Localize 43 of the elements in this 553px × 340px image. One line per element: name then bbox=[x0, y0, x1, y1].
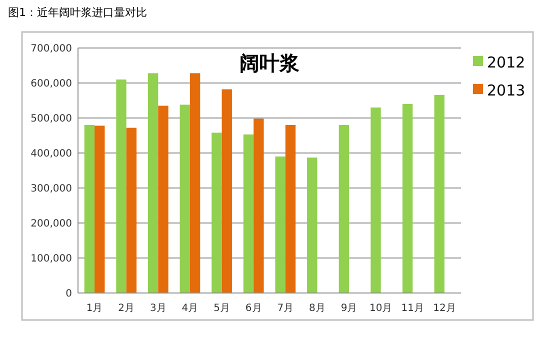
x-tick-label: 4月 bbox=[182, 303, 198, 314]
bar bbox=[212, 132, 222, 293]
x-tick-label: 6月 bbox=[245, 303, 262, 314]
bar bbox=[126, 128, 137, 293]
x-tick-label: 12月 bbox=[433, 303, 456, 314]
legend-label: 2013 bbox=[487, 81, 526, 100]
bar bbox=[434, 94, 444, 293]
bar bbox=[307, 158, 318, 293]
bar bbox=[370, 108, 381, 293]
bar bbox=[148, 73, 158, 293]
x-tick-label: 7月 bbox=[277, 303, 294, 314]
bar bbox=[275, 156, 286, 293]
y-tick-label: 100,000 bbox=[30, 254, 72, 264]
caption: 图1：近年阔叶浆进口量对比 bbox=[8, 6, 147, 19]
chart-title: 阔叶浆 bbox=[240, 51, 300, 75]
y-tick-label: 300,000 bbox=[30, 184, 72, 194]
x-tick-label: 8月 bbox=[309, 303, 326, 314]
y-tick-label: 400,000 bbox=[30, 148, 72, 160]
y-tick-label: 600,000 bbox=[30, 78, 72, 90]
x-tick-label: 10月 bbox=[369, 303, 392, 314]
bar bbox=[254, 118, 264, 293]
y-tick-label: 200,000 bbox=[30, 218, 72, 230]
y-tick-label: 0 bbox=[66, 288, 72, 300]
bar bbox=[222, 89, 232, 293]
x-tick-label: 2月 bbox=[118, 303, 135, 314]
bar bbox=[402, 104, 413, 293]
bar bbox=[180, 104, 190, 293]
bar bbox=[158, 106, 168, 293]
y-tick-label: 500,000 bbox=[30, 114, 72, 124]
bar bbox=[190, 73, 200, 293]
y-tick-label: 700,000 bbox=[30, 44, 72, 54]
bar bbox=[84, 125, 95, 293]
bar bbox=[285, 125, 296, 293]
x-tick-label: 11月 bbox=[401, 303, 424, 314]
x-tick-label: 5月 bbox=[214, 303, 230, 314]
bar bbox=[116, 80, 126, 293]
bar bbox=[243, 134, 254, 293]
bar bbox=[94, 126, 105, 293]
bar bbox=[338, 125, 350, 293]
x-tick-label: 3月 bbox=[150, 303, 166, 314]
x-tick-label: 1月 bbox=[86, 303, 103, 314]
legend-label: 2012 bbox=[487, 53, 526, 72]
x-tick-label: 9月 bbox=[340, 303, 358, 314]
